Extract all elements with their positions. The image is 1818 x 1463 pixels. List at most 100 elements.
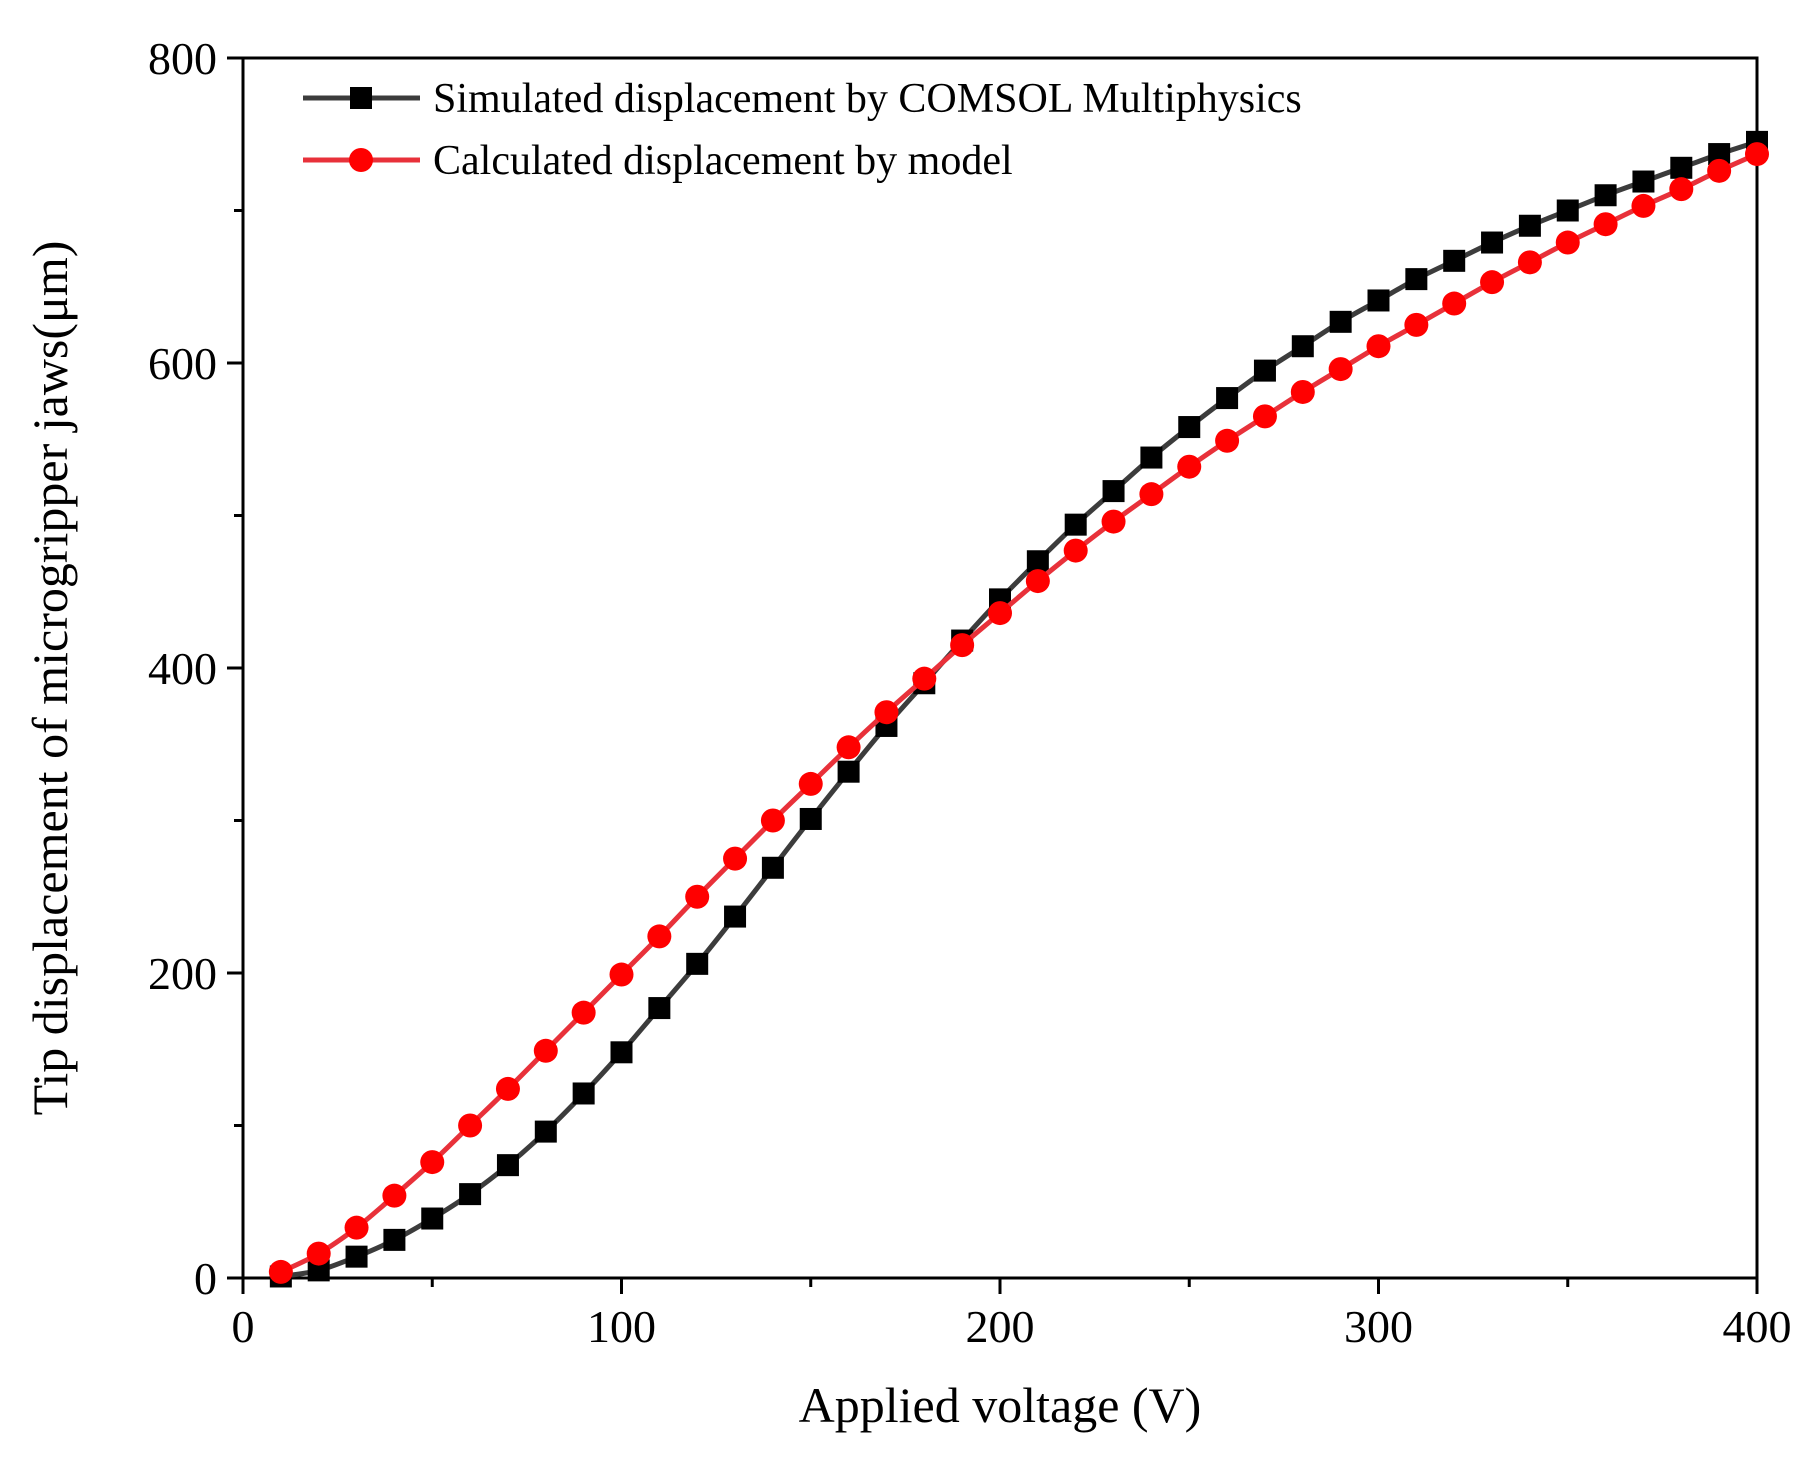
data-point-simulated [1556,199,1579,222]
data-point-simulated [1064,513,1087,536]
data-point-simulated [1594,184,1617,207]
data-point-simulated [724,905,747,928]
x-axis-title: Applied voltage (V) [799,1377,1202,1433]
data-point-calculated [382,1183,407,1208]
data-point-calculated [1555,230,1580,255]
data-point-simulated [1026,550,1049,573]
data-point-calculated [874,700,899,725]
data-point-calculated [533,1038,558,1063]
data-point-calculated [760,808,785,833]
y-tick-label: 800 [148,33,217,84]
data-point-simulated [459,1183,482,1206]
data-point-calculated [647,924,672,949]
data-point-simulated [496,1154,519,1177]
data-point-calculated [1290,379,1315,404]
y-axis-ticks: 0 200 400 600 800 [148,33,243,1304]
data-point-simulated [1443,249,1466,272]
y-tick-label: 600 [148,338,217,389]
data-point-calculated [1366,334,1391,359]
legend-label-simulated: Simulated displacement by COMSOL Multiph… [433,76,1302,122]
data-point-simulated [1140,446,1163,469]
data-point-calculated [950,633,975,658]
data-point-calculated [268,1259,293,1284]
y-tick-label: 200 [148,948,217,999]
legend-marker-simulated [350,87,372,109]
legend-marker-calculated [349,148,373,172]
x-axis-ticks: 0 100 200 300 400 [232,1278,1792,1352]
data-point-simulated [686,952,709,975]
data-point-simulated [837,760,860,783]
data-point-simulated [1178,416,1201,439]
data-point-simulated [572,1082,595,1105]
series-layer [268,130,1769,1288]
data-point-calculated [344,1215,369,1240]
data-point-simulated [1367,289,1390,312]
data-point-calculated [1215,428,1240,453]
series-line-calculated [279,151,1759,1275]
data-point-simulated [1708,143,1731,166]
data-point-calculated [495,1076,520,1101]
x-tick-label: 300 [1344,1301,1413,1352]
data-point-simulated [421,1207,444,1230]
data-point-simulated [1518,214,1541,237]
data-point-calculated [571,1000,596,1025]
data-point-calculated [1101,509,1126,534]
data-point-simulated [648,997,671,1020]
x-tick-label: 400 [1723,1301,1792,1352]
data-point-calculated [1631,193,1656,218]
data-point-calculated [1480,270,1505,295]
legend: Simulated displacement by COMSOL Multiph… [303,76,1302,184]
data-point-simulated [1102,480,1125,503]
data-point-calculated [1442,291,1467,316]
data-point-calculated [1404,312,1429,337]
data-point-calculated [1593,212,1618,237]
data-point-calculated [988,601,1012,626]
data-point-calculated [798,771,823,796]
data-point-simulated [1670,156,1693,179]
data-point-simulated [345,1245,368,1268]
x-tick-label: 0 [232,1301,255,1352]
data-point-calculated [836,735,861,760]
y-tick-label: 400 [148,643,217,694]
data-point-calculated [1707,158,1732,183]
data-point-simulated [1329,310,1352,333]
data-point-calculated [1139,482,1164,507]
data-point-calculated [912,666,937,691]
data-point-calculated [1025,569,1050,594]
legend-label-calculated: Calculated displacement by model [433,138,1013,184]
data-point-calculated [458,1113,483,1138]
data-point-simulated [761,856,784,879]
data-point-calculated [723,846,748,871]
series-line-simulated [280,139,1758,1279]
data-point-simulated [1481,231,1504,254]
data-point-calculated [420,1150,445,1175]
data-point-simulated [1632,170,1655,193]
data-point-calculated [1328,357,1353,382]
data-point-calculated [1669,177,1694,202]
series-calculated [268,142,1769,1284]
legend-entry-calculated: Calculated displacement by model [303,138,1013,184]
data-point-calculated [306,1241,331,1266]
data-point-calculated [609,962,634,987]
legend-entry-simulated: Simulated displacement by COMSOL Multiph… [303,76,1302,122]
data-point-simulated [1253,359,1276,382]
y-tick-label: 0 [194,1253,217,1304]
data-point-simulated [534,1120,557,1143]
data-point-simulated [307,1259,330,1282]
data-point-calculated [685,884,710,909]
data-point-simulated [799,807,822,830]
y-axis-title: Tip displacement of microgripper jaws(μm… [22,241,78,1116]
data-point-simulated [1216,387,1239,410]
data-point-simulated [1405,268,1428,291]
x-tick-label: 100 [587,1301,656,1352]
data-point-calculated [1177,454,1202,479]
data-point-calculated [1063,538,1088,563]
data-point-calculated [1252,404,1277,429]
data-point-calculated [1745,142,1769,167]
data-point-simulated [610,1041,633,1064]
x-tick-label: 200 [966,1301,1035,1352]
data-point-simulated [383,1228,406,1251]
data-point-simulated [1291,335,1314,358]
